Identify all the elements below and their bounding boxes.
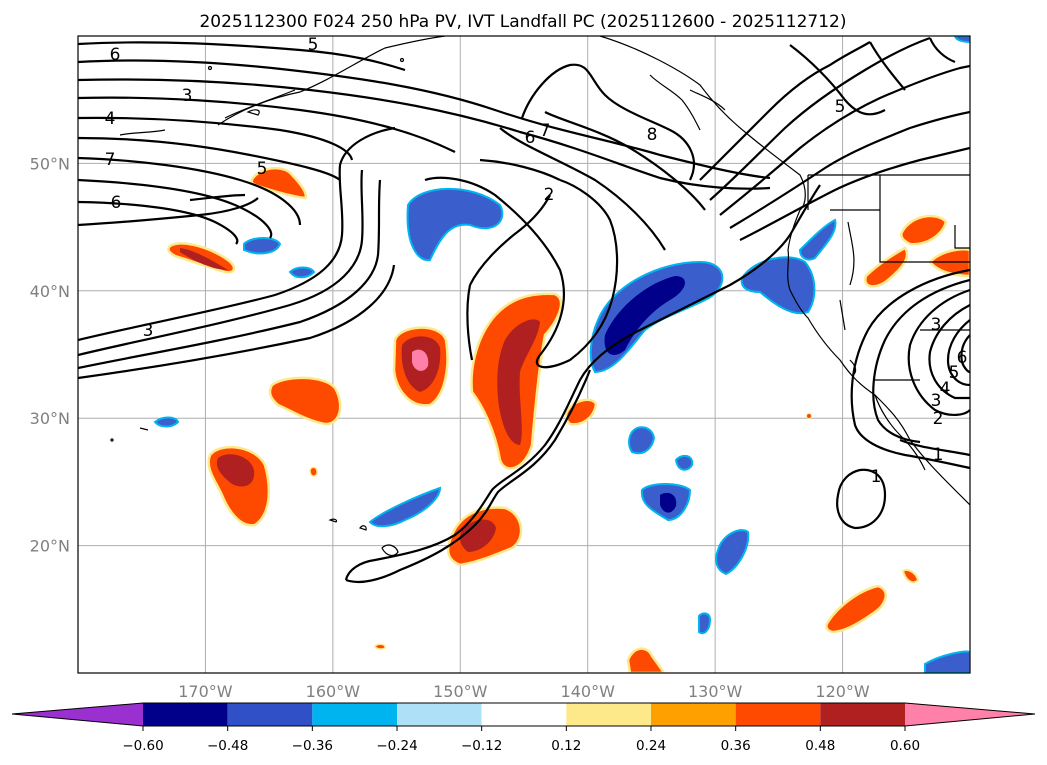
colorbar-tick-label: 0.36: [721, 738, 751, 754]
lat-tick-label: 30°N: [30, 409, 70, 428]
contour-label: 4: [940, 379, 951, 399]
colorbar-segment: [651, 703, 736, 726]
latitude-labels: 20°N 30°N 40°N 50°N: [30, 154, 70, 555]
negative-region: [243, 237, 282, 255]
colorbar-segment: [905, 703, 1035, 726]
lat-tick-label: 50°N: [30, 154, 70, 173]
map-frame: [77, 35, 971, 674]
contour-label: 5: [949, 363, 960, 383]
negative-region: [715, 529, 750, 576]
colorbar-segment: [143, 703, 228, 726]
contour-label: 4: [105, 109, 116, 129]
longitude-labels: 170°W 160°W 150°W 140°W 130°W 120°W: [178, 682, 870, 701]
strong-positive-region: [460, 519, 496, 552]
negative-region: [698, 612, 712, 635]
peak-positive-region: [412, 349, 429, 371]
negative-region: [368, 486, 442, 528]
negative-region: [740, 256, 816, 315]
gridlines: [78, 36, 970, 673]
lon-tick-label: 140°W: [561, 682, 616, 701]
positive-region: [309, 466, 318, 477]
colorbar-segment: [820, 703, 905, 726]
strong-negative-region: [660, 492, 677, 513]
positive-region: [825, 584, 887, 634]
positive-region: [901, 569, 920, 584]
positive-region: [864, 246, 909, 288]
contour-label: 3: [143, 321, 154, 341]
shaded-regions: [153, 36, 970, 673]
lon-tick-label: 160°W: [306, 682, 361, 701]
contour-label: 3: [931, 391, 942, 411]
negative-region: [153, 416, 180, 428]
contour-label: 1: [933, 445, 944, 465]
pv-contours: [78, 36, 970, 584]
negative-region: [288, 266, 316, 279]
contour-label: 6: [525, 128, 536, 148]
lat-tick-label: 40°N: [30, 282, 70, 301]
positive-region: [374, 643, 386, 650]
contour-label: 2: [933, 409, 944, 429]
colorbar-tick-label: −0.48: [207, 738, 248, 754]
colorbar: −0.60 −0.48 −0.36 −0.24 −0.12 0.12 0.24 0.36 0.4…: [11, 702, 1036, 754]
negative-region: [798, 218, 837, 261]
contour-label: 6: [957, 348, 968, 368]
lon-tick-label: 130°W: [688, 682, 743, 701]
contour-label: 3: [182, 86, 193, 106]
colorbar-tick-label: −0.24: [376, 738, 417, 754]
colorbar-tick-label: 0.48: [805, 738, 835, 754]
positive-region: [806, 413, 812, 419]
contour-label: 7: [540, 121, 551, 141]
colorbar-tick-label: 0.12: [551, 738, 581, 754]
negative-region: [628, 426, 656, 455]
strong-positive-region: [497, 319, 540, 445]
positive-region: [268, 376, 342, 426]
colorbar-segment: [735, 703, 821, 726]
contour-label: 5: [308, 35, 319, 55]
lon-tick-label: 150°W: [433, 682, 488, 701]
colorbar-tick-label: −0.36: [292, 738, 333, 754]
contour-label: 5: [835, 97, 846, 117]
strong-positive-region: [180, 248, 228, 270]
contour-label: 3: [931, 315, 942, 335]
colorbar-tick-label: 0.24: [636, 738, 666, 754]
negative-region: [406, 187, 504, 262]
colorbar-segment: [397, 703, 482, 726]
colorbar-tick-label: 0.60: [890, 738, 920, 754]
lon-tick-label: 120°W: [815, 682, 870, 701]
colorbar-segment: [227, 703, 313, 726]
contour-label: 8: [647, 125, 658, 145]
strong-positive-region: [216, 454, 255, 487]
negative-region: [953, 36, 970, 44]
contour-label: 1: [871, 467, 882, 487]
colorbar-segment: [566, 703, 651, 726]
colorbar-segment: [312, 703, 397, 726]
colorbar-segment: [481, 703, 567, 726]
chart-title: 2025112300 F024 250 hPa PV, IVT Landfall…: [199, 12, 846, 32]
contour-label: 2: [544, 185, 555, 205]
colorbar-tick-label: −0.60: [122, 738, 163, 754]
contour-labels: 6 5 3 4 7 6 5 3 7 6 8 2 5 3 6 5 4 3 2 1 …: [105, 35, 968, 487]
colorbar-tick-label: −0.12: [461, 738, 502, 754]
strong-negative-region: [604, 276, 686, 355]
contour-label: 5: [257, 159, 268, 179]
positive-region: [928, 248, 970, 278]
positive-region: [900, 214, 948, 246]
contour-label: 6: [110, 45, 121, 65]
contour-label: 6: [111, 193, 122, 213]
negative-region: [674, 454, 694, 471]
colorbar-segment: [12, 703, 143, 726]
negative-region: [924, 650, 970, 673]
lon-tick-label: 170°W: [178, 682, 233, 701]
contour-label: 7: [105, 150, 116, 170]
lat-tick-label: 20°N: [30, 537, 70, 556]
